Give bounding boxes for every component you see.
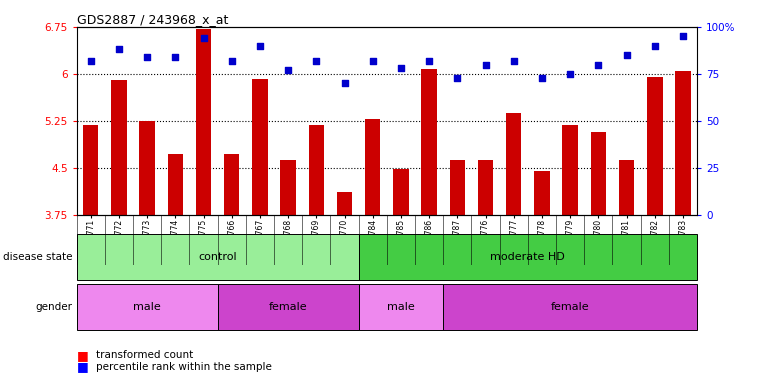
- Point: [84, 58, 97, 64]
- Point: [282, 67, 294, 73]
- Bar: [534, 171, 550, 215]
- Bar: [365, 119, 381, 215]
- Point: [677, 33, 689, 40]
- Bar: [252, 79, 267, 215]
- Text: ■: ■: [77, 360, 88, 373]
- Point: [169, 54, 182, 60]
- Point: [592, 61, 604, 68]
- Bar: [675, 71, 691, 215]
- Bar: [309, 125, 324, 215]
- Bar: [450, 161, 465, 215]
- Point: [620, 52, 633, 58]
- Bar: [591, 132, 606, 215]
- Text: control: control: [198, 252, 237, 262]
- Point: [226, 58, 238, 64]
- Text: transformed count: transformed count: [96, 350, 193, 360]
- Point: [394, 65, 407, 71]
- Point: [451, 74, 463, 81]
- Point: [480, 61, 492, 68]
- Text: percentile rank within the sample: percentile rank within the sample: [96, 362, 272, 372]
- Bar: [224, 154, 240, 215]
- Bar: [83, 125, 99, 215]
- Point: [339, 80, 351, 86]
- Bar: [168, 154, 183, 215]
- Point: [141, 54, 153, 60]
- Bar: [358, 284, 444, 330]
- Text: male: male: [387, 302, 415, 312]
- Point: [508, 58, 520, 64]
- Bar: [77, 234, 358, 280]
- Bar: [111, 80, 126, 215]
- Bar: [562, 125, 578, 215]
- Point: [423, 58, 435, 64]
- Bar: [337, 192, 352, 215]
- Bar: [218, 284, 358, 330]
- Point: [649, 43, 661, 49]
- Bar: [358, 234, 697, 280]
- Bar: [393, 169, 409, 215]
- Bar: [478, 161, 493, 215]
- Bar: [77, 284, 218, 330]
- Text: female: female: [269, 302, 307, 312]
- Bar: [280, 161, 296, 215]
- Text: GDS2887 / 243968_x_at: GDS2887 / 243968_x_at: [77, 13, 228, 26]
- Bar: [444, 284, 697, 330]
- Text: ■: ■: [77, 349, 88, 362]
- Bar: [506, 113, 522, 215]
- Point: [113, 46, 125, 53]
- Point: [536, 74, 548, 81]
- Text: moderate HD: moderate HD: [490, 252, 565, 262]
- Bar: [139, 121, 155, 215]
- Point: [564, 71, 576, 77]
- Bar: [421, 69, 437, 215]
- Text: disease state: disease state: [3, 252, 73, 262]
- Text: female: female: [551, 302, 590, 312]
- Point: [198, 35, 210, 41]
- Bar: [647, 77, 663, 215]
- Bar: [196, 29, 211, 215]
- Point: [367, 58, 379, 64]
- Point: [310, 58, 322, 64]
- Bar: [619, 161, 634, 215]
- Text: male: male: [133, 302, 161, 312]
- Point: [254, 43, 266, 49]
- Text: gender: gender: [36, 302, 73, 312]
